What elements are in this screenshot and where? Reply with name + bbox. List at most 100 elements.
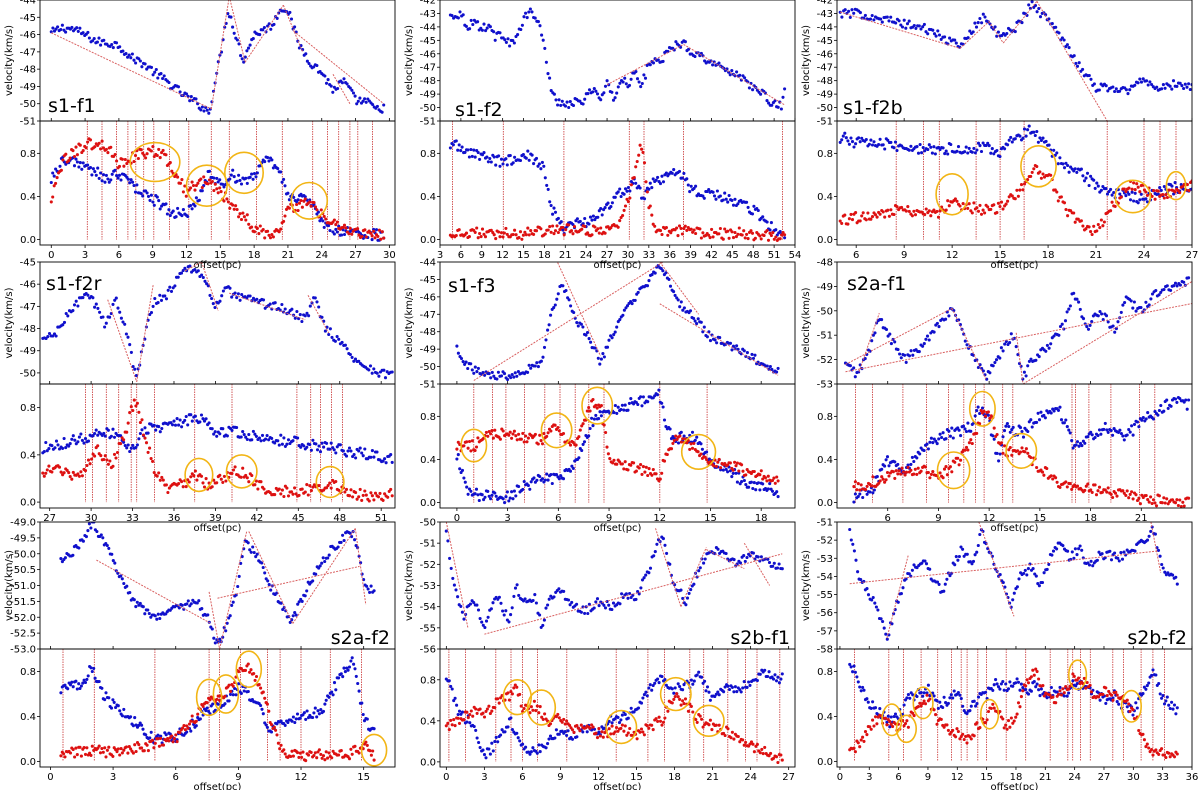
- ratio-blue-point: [918, 142, 922, 147]
- ratio-blue-point: [97, 176, 101, 180]
- ratio-red-point: [1076, 217, 1080, 221]
- ratio-blue-point: [534, 156, 539, 160]
- ratio-blue-point: [1030, 425, 1034, 429]
- ratio-blue-point: [346, 668, 350, 672]
- velocity-point: [46, 335, 50, 339]
- velocity-point: [1114, 327, 1118, 331]
- velocity-tick-label: -51: [420, 117, 436, 128]
- ratio-blue-point: [588, 426, 592, 431]
- ratio-red-point: [1010, 194, 1014, 198]
- ratio-red-point: [1098, 226, 1102, 230]
- ratio-red-point: [519, 437, 523, 441]
- velocity-tick-label: -48: [20, 324, 36, 335]
- velocity-point: [678, 305, 682, 309]
- velocity-point: [1182, 86, 1186, 91]
- ratio-red-point: [155, 474, 159, 478]
- ratio-blue-point: [257, 436, 262, 440]
- velocity-point: [512, 375, 516, 379]
- ratio-blue-point: [682, 171, 686, 175]
- ratio-blue-point: [197, 198, 201, 202]
- x-tick-label: 42: [705, 250, 718, 261]
- ratio-red-point: [526, 226, 530, 230]
- ratio-red-point: [266, 229, 270, 233]
- velocity-point: [1131, 306, 1135, 310]
- ratio-blue-point: [986, 413, 990, 417]
- ratio-red-point: [475, 226, 479, 230]
- x-tick-label: 24: [1138, 250, 1151, 261]
- velocity-point: [489, 376, 493, 380]
- velocity-point: [567, 105, 571, 110]
- velocity-point: [315, 300, 319, 304]
- ratio-blue-point: [626, 408, 630, 412]
- ratio-blue-point: [302, 444, 306, 448]
- ratio-blue-point: [594, 413, 598, 417]
- ratio-red-point: [982, 409, 986, 413]
- ratio-red-point: [915, 472, 919, 476]
- velocity-point: [953, 38, 957, 42]
- velocity-point: [688, 309, 693, 313]
- velocity-point: [261, 565, 265, 570]
- velocity-tick-label: -43: [817, 9, 833, 20]
- velocity-point: [340, 340, 344, 344]
- ratio-blue-point: [934, 439, 938, 443]
- ratio-blue-point: [852, 500, 856, 504]
- ratio-red-point: [772, 237, 776, 241]
- velocity-point: [945, 310, 949, 314]
- ratio-red-point: [1162, 196, 1166, 200]
- velocity-point: [1067, 307, 1071, 311]
- ratio-blue-point: [893, 460, 897, 464]
- ratio-blue-point: [1158, 186, 1162, 190]
- ratio-red-point: [164, 483, 168, 487]
- ratio-red-point: [969, 438, 973, 442]
- ratio-blue-point: [840, 138, 844, 142]
- ratio-red-point: [515, 438, 519, 442]
- ratio-blue-point: [485, 155, 489, 159]
- x-tick-label: 15: [214, 250, 227, 261]
- velocity-point: [738, 73, 742, 77]
- velocity-point: [76, 29, 80, 33]
- velocity-point: [1024, 374, 1028, 378]
- ratio-blue-point: [992, 437, 996, 441]
- velocity-point: [240, 57, 244, 61]
- ratio-red-point: [1185, 183, 1189, 187]
- ratio-red-point: [694, 231, 698, 236]
- panel-s1-f2: -42-43-44-45-46-47-48-49-50-510.00.40.83…: [404, 0, 801, 271]
- velocity-point: [1163, 86, 1167, 90]
- ratio-blue-point: [151, 200, 155, 204]
- velocity-point: [242, 60, 246, 64]
- axes-frame: [39, 120, 396, 246]
- ratio-red-point: [580, 227, 584, 231]
- ratio-red-point: [219, 190, 223, 194]
- ratio-blue-point: [846, 139, 850, 143]
- ratio-blue-point: [568, 469, 573, 473]
- velocity-point: [643, 76, 648, 80]
- velocity-point: [863, 13, 867, 17]
- velocity-point: [76, 304, 80, 308]
- ratio-blue-point: [215, 176, 219, 180]
- ratio-red-point: [74, 746, 78, 750]
- ratio-blue-point: [390, 460, 394, 464]
- ratio-red-point: [935, 209, 939, 213]
- ratio-red-point: [621, 213, 625, 218]
- ratio-red-point: [142, 153, 146, 157]
- ratio-red-point: [731, 236, 736, 240]
- ratio-blue-point: [478, 157, 482, 161]
- velocity-point: [735, 344, 739, 348]
- ratio-blue-point: [660, 174, 664, 178]
- velocity-point: [612, 333, 616, 337]
- ratio-red-point: [995, 432, 999, 437]
- ratio-red-point: [1069, 209, 1073, 213]
- velocity-point: [74, 299, 78, 303]
- ratio-red-point: [215, 481, 219, 485]
- x-tick-label: 9: [606, 513, 612, 524]
- ratio-blue-point: [1157, 408, 1161, 413]
- velocity-point: [116, 306, 120, 310]
- ratio-blue-point: [1055, 151, 1059, 155]
- velocity-point: [1147, 303, 1151, 307]
- ratio-blue-point: [751, 486, 755, 491]
- velocity-point: [464, 24, 468, 28]
- velocity-point: [1150, 82, 1154, 87]
- velocity-point: [718, 336, 722, 340]
- ratio-red-point: [561, 225, 565, 229]
- ratio-blue-point: [180, 214, 184, 218]
